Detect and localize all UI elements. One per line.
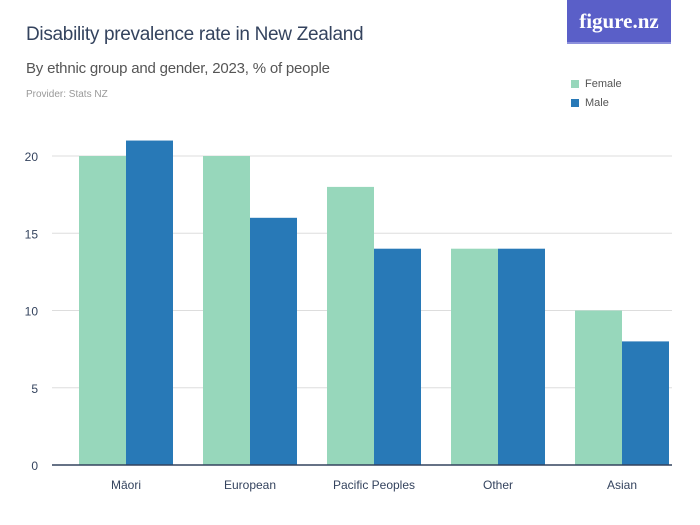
y-tick-label: 20: [25, 150, 39, 164]
y-tick-label: 0: [31, 459, 38, 473]
chart-subtitle: By ethnic group and gender, 2023, % of p…: [26, 60, 330, 77]
bar-female: [575, 310, 622, 465]
figure-nz-logo[interactable]: figure.nz: [567, 0, 671, 44]
legend-swatch: [571, 99, 579, 107]
legend-swatch: [571, 80, 579, 88]
bar-male: [126, 140, 173, 466]
y-tick-label: 10: [25, 305, 39, 319]
bar-female: [79, 156, 126, 465]
bar-male: [374, 248, 421, 465]
bar-male: [622, 341, 669, 465]
legend-item-female: Female: [571, 78, 622, 90]
bar-female: [451, 248, 498, 465]
legend-label: Female: [585, 78, 622, 90]
chart-title: Disability prevalence rate in New Zealan…: [26, 24, 364, 45]
y-tick-label: 15: [25, 227, 39, 241]
y-tick-label: 5: [31, 382, 38, 396]
x-tick-label: Other: [483, 478, 513, 492]
provider-label: Provider: Stats NZ: [26, 89, 108, 100]
bar-male: [250, 217, 297, 465]
bar-female: [203, 156, 250, 465]
legend-label: Male: [585, 97, 609, 109]
bar-male: [498, 248, 545, 465]
x-tick-label: Māori: [111, 478, 141, 492]
bar-female: [327, 186, 374, 465]
x-tick-label: Pacific Peoples: [333, 478, 415, 492]
legend-item-male: Male: [571, 97, 609, 109]
x-tick-label: European: [224, 478, 276, 492]
x-tick-label: Asian: [607, 478, 637, 492]
